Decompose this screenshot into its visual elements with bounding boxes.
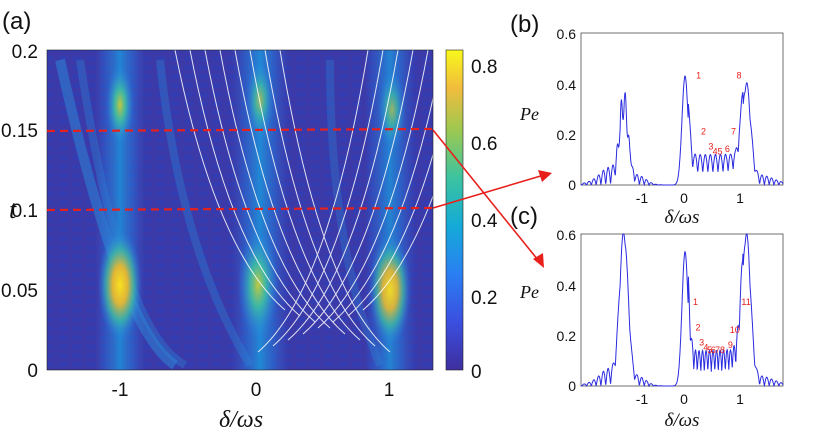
c-xtick--1: -1 [636,391,649,407]
b-ylabel: Pe [519,104,539,124]
cbar-tick-0: 0 [471,362,482,383]
c-ytick-0.2: 0.2 [557,328,577,344]
b-ytick-0.2: 0.2 [557,127,577,143]
a-ytick-0.1: 0.1 [12,201,38,222]
arrowhead-b [538,170,552,182]
a-xtick-0: 0 [251,380,262,401]
b-ytick-0.6: 0.6 [557,26,577,42]
crossing-line [362,194,433,311]
peak-label: 1 [696,71,701,81]
peak-label: 7 [731,126,736,136]
b-ytick-0: 0 [568,177,576,193]
peak-label: 10 [730,325,740,335]
panel-c-label: (c) [510,203,538,230]
peak-label: 5 [718,147,723,157]
b-xtick-0: 0 [680,190,688,206]
c-xlabel: δ/ωs [665,410,700,431]
curve-b [580,75,784,187]
crossing-line [219,50,331,329]
cbar-tick-0.2: 0.2 [471,288,497,309]
cbar-tick-0.8: 0.8 [471,57,497,78]
arrowhead-c [533,253,544,268]
peak-label: 9 [728,340,733,350]
a-xlabel: δ/ωs [219,407,263,433]
panel-b: 1 234 5 67 8 0.6 0.4 0.2 0 -1 0 1 Pe δ/ωs [519,26,784,228]
colorbar: 0.8 0.6 0.4 0.2 0 [445,49,498,383]
b-xlabel: δ/ωs [665,207,700,228]
peak-label: 2 [695,322,700,332]
heatmap [46,49,434,371]
panel-a-label: (a) [2,8,31,35]
crossing-line [174,50,286,311]
peak-label: 3 [708,142,713,152]
panel-a-axes: 0.2 0.15 0.1 0.05 0 -1 0 1 t δ/ωs [1,42,394,433]
peak-label: 11 [741,297,750,307]
crossing-line [272,50,384,347]
a-ytick-0.15: 0.15 [1,121,38,142]
c-xtick-0: 0 [680,391,688,407]
c-ytick-0.4: 0.4 [557,278,577,294]
b-ytick-0.4: 0.4 [557,77,577,93]
crossing-line [234,50,346,335]
peak-label: 6 [725,144,730,154]
peak-label: 2 [701,126,706,136]
crossing-line [249,50,361,341]
curve-c [580,233,784,388]
crossing-line [204,50,316,323]
crossing-line [287,50,399,341]
crossing-line [279,50,391,353]
cbar-tick-0.6: 0.6 [471,134,497,155]
crossing-line [264,50,376,347]
c-ylabel: Pe [519,282,539,302]
panel-b-label: (b) [510,11,539,38]
a-xtick--1: -1 [112,380,129,401]
peak-label: 4 [713,147,718,157]
b-xtick--1: -1 [636,190,649,206]
peak-label: 8 [736,71,741,81]
c-xtick-1: 1 [736,391,744,407]
peak-label: 8 [720,345,725,355]
crossing-line [302,50,414,335]
peak-label: 1 [693,297,698,307]
crossing-line [332,96,433,323]
crossing-line [317,50,429,329]
c-ytick-0.6: 0.6 [557,227,577,243]
peak-label: 6 [711,345,716,355]
peak-label: 5 [707,345,712,355]
arrow-to-c [432,129,539,261]
arrow-to-b [432,174,545,209]
crossing-line [347,152,433,317]
cut-lines [46,127,552,268]
a-ytick-0.05: 0.05 [1,281,38,302]
a-ylabel: t [9,195,17,224]
c-ytick-0: 0 [568,378,576,394]
a-xtick-1: 1 [384,380,395,401]
a-ytick-0.2: 0.2 [12,42,38,63]
peak-label: 3 [699,337,704,347]
crossing-line [257,50,369,353]
peak-label: 7 [715,345,720,355]
peak-label: 4 [703,343,708,353]
a-ytick-0: 0 [27,361,38,382]
b-xtick-1: 1 [736,190,744,206]
cbar-tick-0.4: 0.4 [471,211,498,232]
crossing-line [189,50,301,317]
